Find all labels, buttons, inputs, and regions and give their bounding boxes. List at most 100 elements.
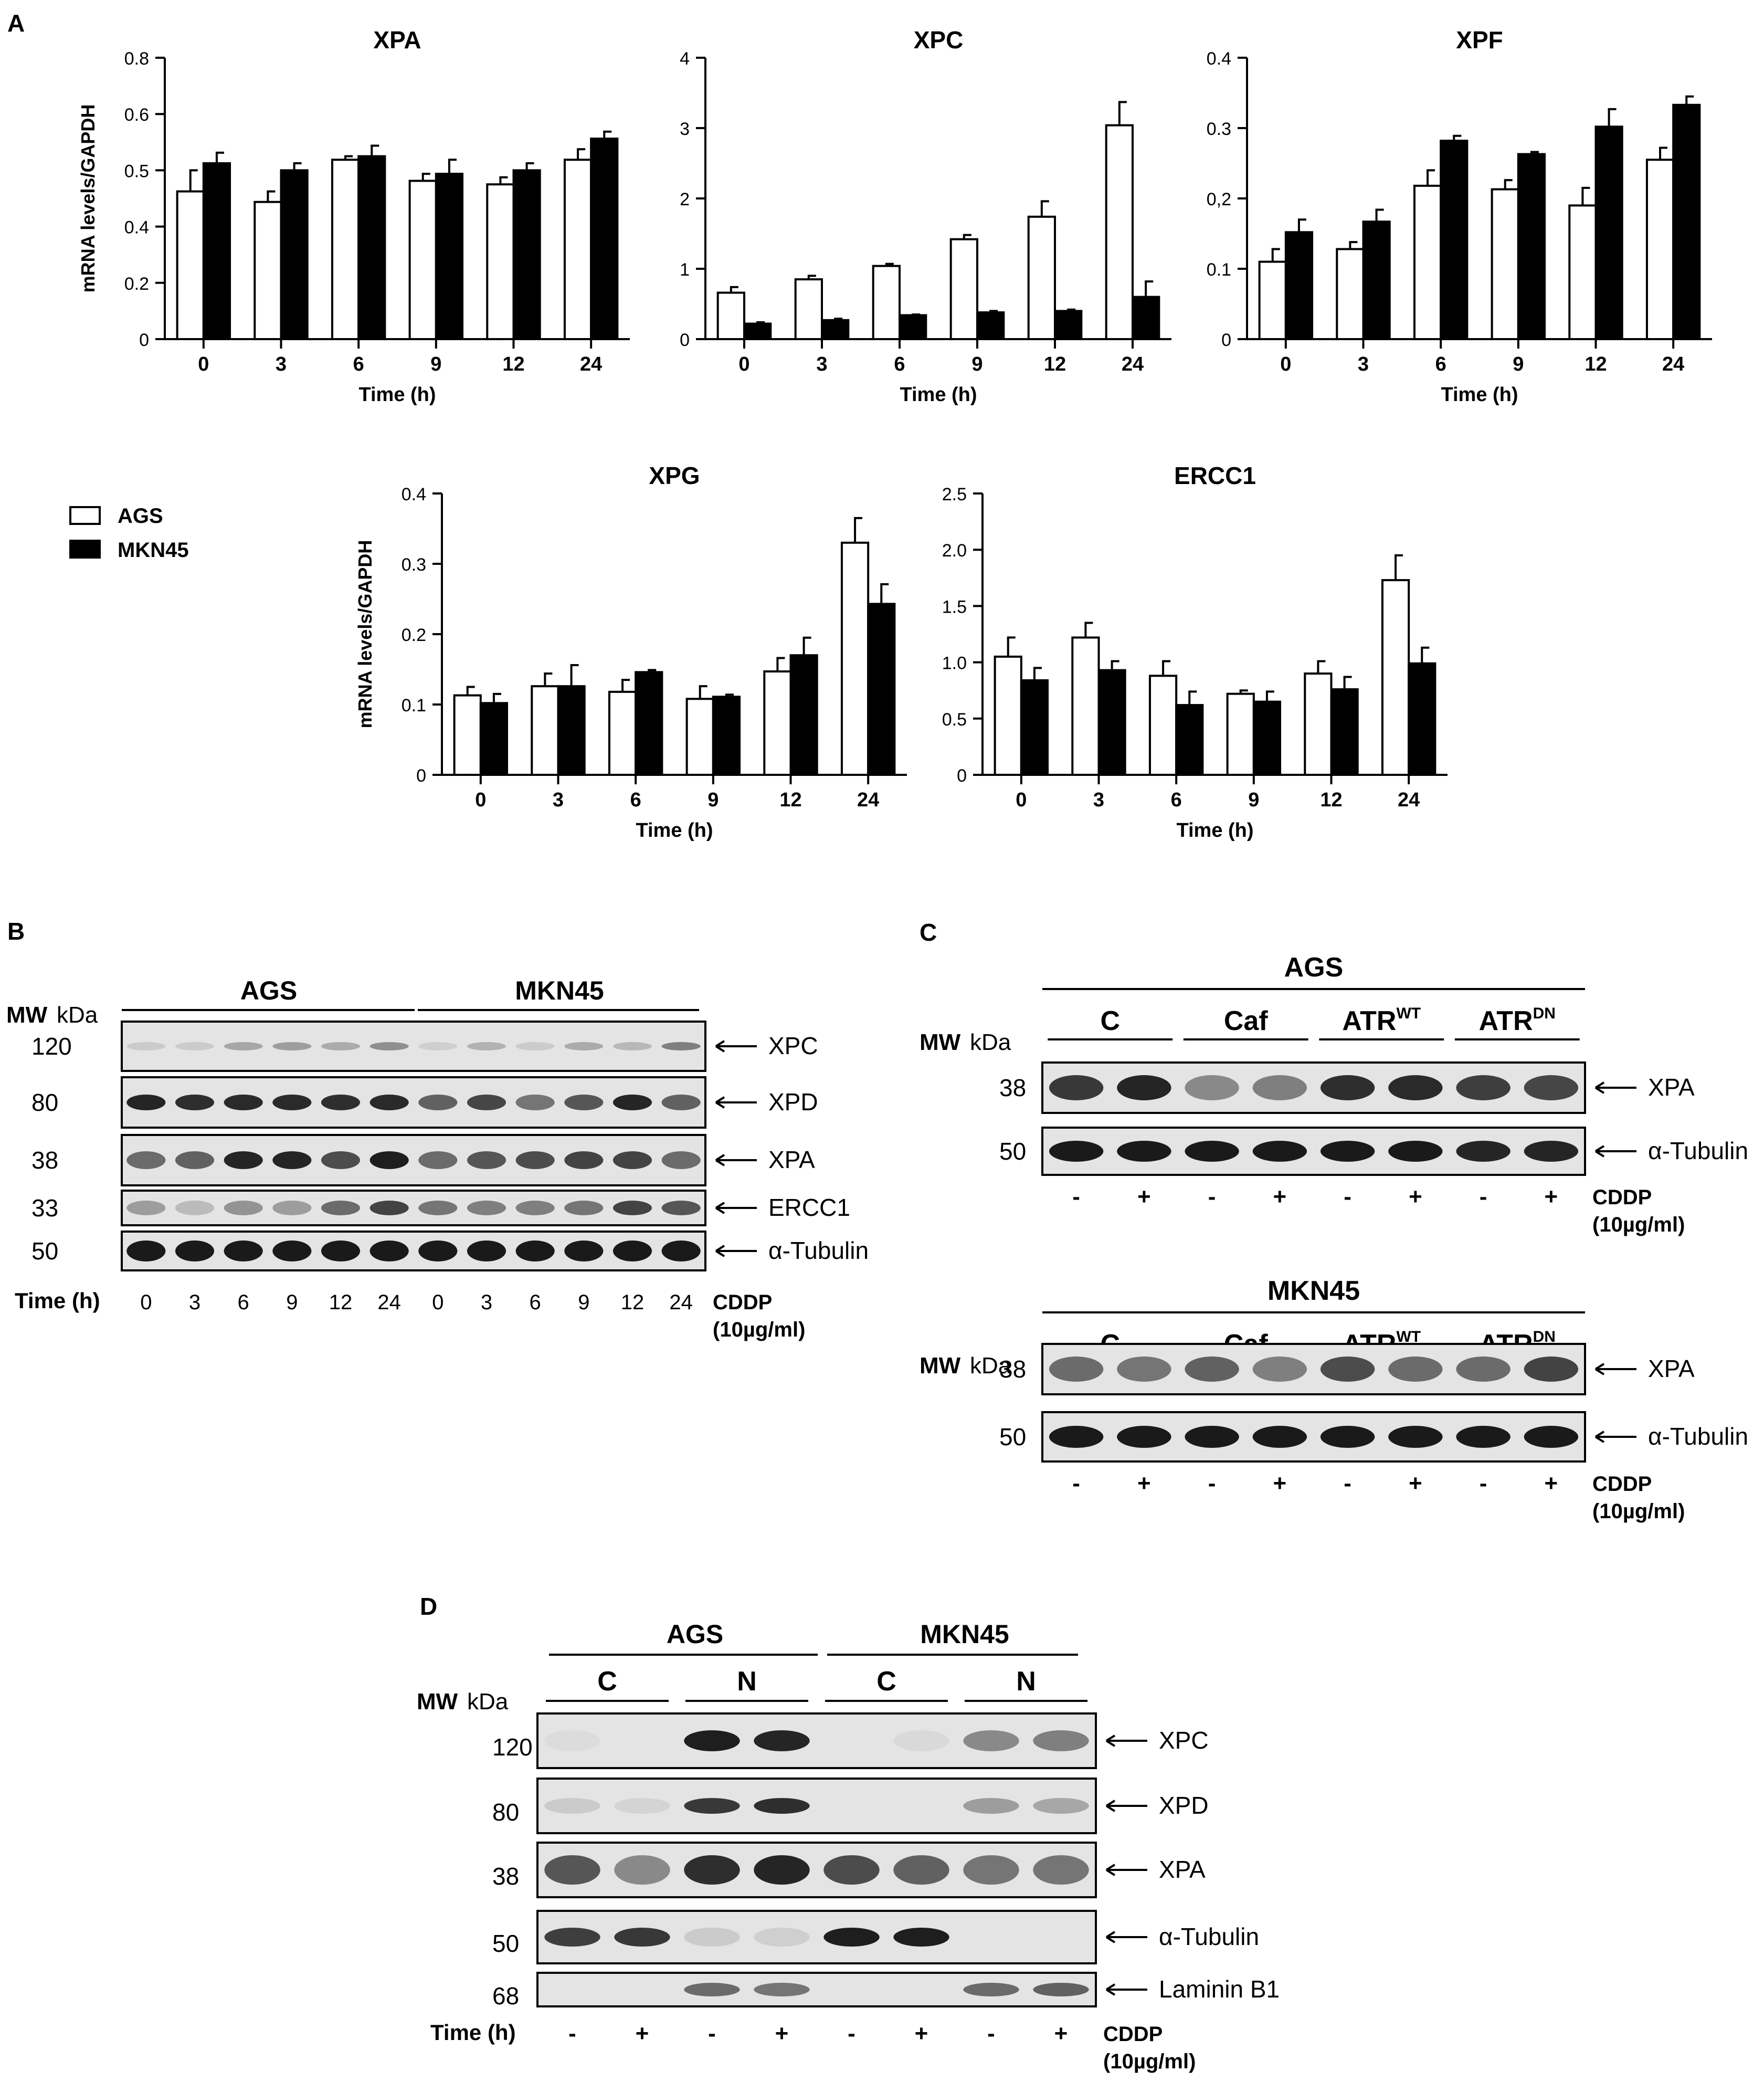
kda-label: kDa	[57, 1002, 98, 1028]
protein-label: XPA	[1648, 1074, 1695, 1101]
mw-value: 38	[492, 1863, 519, 1890]
arrow-head	[1594, 1145, 1605, 1158]
y-axis-label: mRNA levels/GAPDH	[77, 104, 99, 293]
bar-mkn45	[1594, 125, 1623, 340]
protein-band	[369, 1095, 409, 1110]
protein-band	[612, 1151, 652, 1169]
bar-mkn45	[976, 311, 1005, 341]
protein-band	[126, 1151, 166, 1169]
mw-value: 50	[31, 1237, 58, 1265]
treatment-label: CDDP	[1592, 1473, 1652, 1496]
protein-band	[684, 1983, 740, 1996]
bar-mkn45	[512, 169, 541, 340]
chart-area: XPA 0 0.2 0.4 0.5 0.6 0.8 mRNA levels/GAPDH 0 3 6 9…	[77, 26, 1712, 842]
arrow-head	[1105, 1800, 1116, 1812]
bar-mkn45	[202, 162, 231, 340]
protein-band	[963, 1855, 1019, 1885]
legend: AGS MKN45	[69, 504, 189, 562]
protein-band	[321, 1201, 361, 1215]
protein-band	[1388, 1141, 1443, 1162]
bar-ags	[685, 698, 714, 776]
protein-band	[175, 1151, 215, 1169]
protein-band	[823, 1855, 880, 1885]
protein-band	[661, 1042, 701, 1050]
protein-band	[1033, 1730, 1089, 1751]
protein-band	[893, 1855, 949, 1885]
bar-mkn45	[789, 654, 818, 776]
protein-label: α-Tubulin	[1648, 1423, 1748, 1450]
bar-ags	[331, 159, 360, 340]
protein-band	[661, 1095, 701, 1110]
bar-ags	[1105, 124, 1134, 340]
x-tick-label: 9	[971, 353, 983, 375]
bar-ags	[531, 685, 559, 776]
condition-name: ATR	[1342, 1006, 1396, 1036]
band-arrow: Laminin B1	[1105, 1975, 1280, 2003]
protein-band	[1117, 1426, 1171, 1448]
protein-band	[321, 1042, 361, 1050]
mw-value: 50	[492, 1930, 519, 1957]
protein-band	[1252, 1357, 1307, 1382]
bar-ags	[1258, 260, 1287, 340]
x-tick-label: 3	[1358, 353, 1369, 375]
bar-ags	[1381, 579, 1410, 776]
bar-mkn45	[280, 169, 309, 340]
protein-band	[224, 1095, 263, 1110]
y-tick-label: 0	[957, 766, 967, 786]
blot-strip	[121, 1190, 706, 1226]
mw-value: 50	[999, 1138, 1026, 1165]
protein-band	[1320, 1357, 1375, 1382]
lane-label: +	[1273, 1184, 1287, 1210]
protein-band	[1049, 1357, 1104, 1382]
protein-band	[564, 1240, 604, 1261]
arrow-head	[715, 1202, 725, 1214]
y-tick-label: 0.5	[124, 161, 149, 181]
y-tick-label: 0.6	[124, 105, 149, 125]
protein-band	[175, 1042, 215, 1050]
condition-superscript: WT	[1396, 1328, 1421, 1345]
blot-membrane	[121, 1190, 706, 1226]
protein-band	[272, 1240, 312, 1261]
bar-mkn45	[1362, 220, 1391, 340]
x-tick-label: 3	[816, 353, 827, 375]
protein-band	[272, 1151, 312, 1169]
condition-superscript: DN	[1533, 1005, 1556, 1022]
protein-band	[418, 1151, 458, 1169]
protein-band	[321, 1095, 361, 1110]
x-axis-label: Time (h)	[636, 819, 713, 842]
lane-label: 9	[286, 1291, 298, 1314]
group-label-ags: AGS	[667, 1620, 723, 1649]
bar-mkn45	[821, 319, 850, 341]
band-arrow: XPC	[715, 1032, 818, 1059]
lane-label: +	[1137, 1470, 1151, 1496]
x-tick-label: 9	[1248, 789, 1259, 811]
arrow-head	[1105, 1734, 1116, 1747]
protein-label: XPA	[768, 1146, 815, 1173]
lane-label: -	[1344, 1184, 1351, 1210]
x-axis-label: Time (h)	[1176, 819, 1253, 842]
bar-ags	[608, 690, 637, 776]
blot-strip	[536, 1778, 1097, 1834]
fraction-label: N	[737, 1666, 757, 1697]
x-tick-label: 6	[1171, 789, 1182, 811]
blot-strip	[1041, 1411, 1586, 1463]
protein-band	[544, 1855, 600, 1885]
mw-value: 120	[492, 1733, 533, 1761]
protein-band	[418, 1042, 458, 1050]
protein-band	[321, 1151, 361, 1169]
y-tick-label: 0.4	[1207, 49, 1231, 69]
y-tick-label: 0	[139, 330, 149, 350]
mw-label: MW	[920, 1029, 961, 1055]
protein-band	[369, 1151, 409, 1169]
protein-label: α-Tubulin	[1159, 1923, 1259, 1950]
protein-band	[369, 1201, 409, 1215]
bar-ags	[1336, 248, 1365, 341]
protein-band	[544, 1730, 600, 1751]
protein-band	[1388, 1357, 1443, 1382]
bar-mkn45	[1175, 704, 1204, 776]
protein-band	[1033, 1855, 1089, 1885]
x-tick-label: 9	[707, 789, 719, 811]
protein-band	[467, 1042, 506, 1050]
arrow-head	[1105, 1864, 1116, 1876]
